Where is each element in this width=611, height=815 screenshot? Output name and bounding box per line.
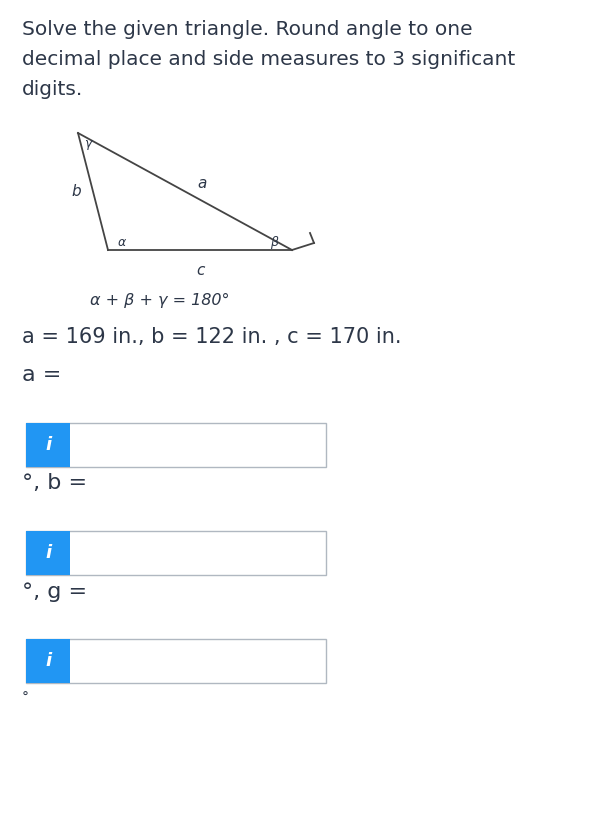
FancyBboxPatch shape — [26, 423, 326, 467]
FancyBboxPatch shape — [26, 639, 326, 683]
Text: γ: γ — [84, 137, 92, 150]
Text: decimal place and side measures to 3 significant: decimal place and side measures to 3 sig… — [22, 50, 515, 69]
Text: i: i — [45, 436, 51, 454]
Text: i: i — [45, 544, 51, 562]
Text: a = 169 in., b = 122 in. , c = 170 in.: a = 169 in., b = 122 in. , c = 170 in. — [22, 327, 401, 347]
Text: °: ° — [22, 691, 29, 705]
Text: a: a — [197, 176, 207, 191]
Text: c: c — [196, 263, 204, 278]
FancyBboxPatch shape — [26, 423, 70, 467]
Text: °, b =: °, b = — [22, 473, 87, 493]
FancyBboxPatch shape — [26, 531, 70, 575]
Text: α: α — [118, 236, 126, 249]
Text: °, g =: °, g = — [22, 582, 87, 602]
FancyBboxPatch shape — [26, 639, 70, 683]
Text: a =: a = — [22, 365, 61, 385]
Text: i: i — [45, 652, 51, 670]
Text: b: b — [71, 184, 81, 199]
FancyBboxPatch shape — [26, 531, 326, 575]
Text: α + β + γ = 180°: α + β + γ = 180° — [90, 293, 230, 308]
Text: digits.: digits. — [22, 80, 83, 99]
Text: Solve the given triangle. Round angle to one: Solve the given triangle. Round angle to… — [22, 20, 473, 39]
Text: β: β — [270, 236, 278, 249]
